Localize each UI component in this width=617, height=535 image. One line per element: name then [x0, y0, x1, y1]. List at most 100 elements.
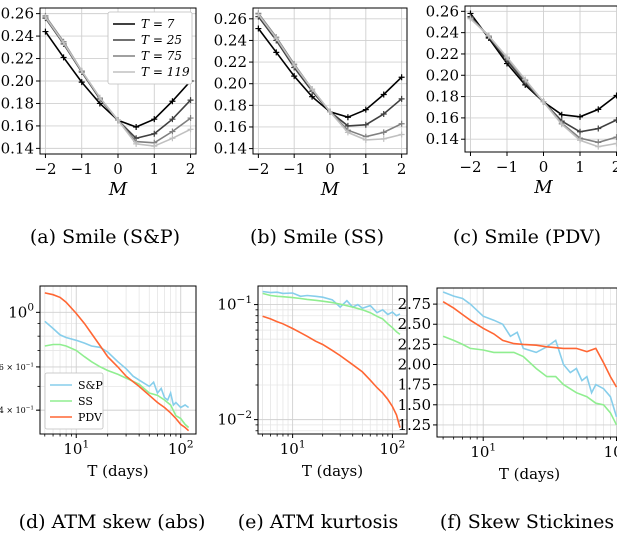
- y-tick-label: 0.20: [1, 72, 34, 90]
- data-point: [558, 111, 565, 118]
- data-point: [187, 115, 194, 122]
- data-point: [273, 49, 280, 56]
- data-point: [380, 91, 387, 98]
- series-line-1: [44, 343, 190, 429]
- data-point: [595, 106, 602, 113]
- data-point: [273, 35, 280, 42]
- data-point: [380, 135, 387, 142]
- plot-area: [442, 291, 617, 426]
- data-point: [78, 67, 85, 74]
- legend-box: [107, 11, 193, 85]
- legend-label: T = 75: [141, 49, 182, 63]
- y-tick-label: 1.75: [398, 376, 431, 394]
- y-tick-label: 0.20: [214, 75, 247, 93]
- data-point: [344, 129, 351, 136]
- data-point: [151, 143, 158, 150]
- chart-panel-c: −2 −1 0 1 2 0.14 0.16 0.18 0.20 0.22 0.24 0.26 M: [426, 2, 617, 198]
- legend-label: T = 119: [141, 65, 190, 79]
- axes-frame: [436, 287, 617, 438]
- legend-label: S&P: [78, 379, 103, 392]
- y-tick-label: 0.26: [214, 10, 247, 28]
- y-tick-label: 0.18: [214, 96, 247, 114]
- data-point: [362, 136, 369, 143]
- data-point: [169, 135, 176, 142]
- x-tick-label: 102: [380, 438, 406, 458]
- y-tick-label: 0.24: [214, 31, 247, 49]
- x-tick-label: 1: [150, 160, 160, 178]
- x-tick-label: 102: [604, 441, 617, 461]
- plot-area: [44, 292, 190, 432]
- data-point: [133, 124, 140, 131]
- y-tick-label: 0.24: [426, 24, 459, 42]
- data-point: [151, 116, 158, 123]
- chart-panel-e: 101 102 10−2 10−1 T (days): [217, 285, 408, 480]
- legend-label: T = 7: [141, 17, 175, 31]
- legend: S&P SS PDV: [44, 372, 104, 430]
- series-line-0: [262, 290, 401, 317]
- data-point: [255, 25, 262, 32]
- y-tick-label: 0.22: [214, 53, 247, 71]
- axes-frame: [252, 7, 408, 155]
- data-point: [595, 125, 602, 132]
- y-tick-label: 0.26: [426, 2, 459, 20]
- data-point: [151, 130, 158, 137]
- series-line-2: [262, 315, 401, 428]
- x-tick-label: 101: [63, 438, 89, 458]
- x-tick-label: −1: [283, 160, 305, 178]
- y-tick-label: 10−1: [217, 294, 252, 314]
- data-point: [291, 62, 298, 69]
- data-point: [398, 131, 405, 138]
- data-point: [522, 76, 529, 83]
- data-point: [327, 108, 333, 115]
- x-tick-label: 0: [325, 160, 335, 178]
- data-point: [398, 74, 405, 81]
- caption-a: (a) Smile (S&P): [30, 226, 180, 248]
- y-tick-label: 2.00: [398, 356, 431, 374]
- x-tick-label: 2: [612, 158, 617, 176]
- data-point: [169, 98, 176, 105]
- y-tick-label: 0.16: [214, 118, 247, 136]
- x-tick-label: 0: [539, 158, 549, 176]
- legend-label: T = 25: [141, 33, 182, 47]
- x-tick-label: −2: [459, 158, 481, 176]
- data-point: [60, 54, 67, 61]
- y-tick-label: 1.50: [398, 396, 431, 414]
- data-point: [42, 28, 49, 35]
- y-tick-label: 2.25: [398, 335, 431, 353]
- legend-label: PDV: [78, 411, 103, 424]
- legend: T = 7 T = 25 T = 75 T = 119: [107, 11, 193, 85]
- y-tick-label: 0.14: [1, 139, 34, 157]
- x-axis-label: M: [533, 177, 553, 198]
- data-point: [467, 15, 474, 22]
- data-point: [169, 116, 176, 123]
- data-point: [485, 32, 492, 39]
- y-tick-label: 0.24: [1, 27, 34, 45]
- plot-area: [467, 10, 617, 150]
- plot-area: [255, 10, 405, 143]
- data-point: [380, 110, 387, 117]
- y-tick-label: 0.14: [214, 140, 247, 158]
- x-tick-label: 0: [113, 160, 123, 178]
- data-point: [398, 95, 405, 102]
- data-point: [577, 113, 584, 120]
- x-tick-label: −1: [71, 160, 93, 178]
- x-tick-label: 2: [397, 160, 407, 178]
- data-point: [558, 121, 565, 128]
- legend-box: [44, 372, 104, 430]
- data-point: [255, 11, 262, 18]
- series-line-0: [442, 291, 617, 418]
- caption-b: (b) Smile (SS): [250, 226, 384, 248]
- x-tick-label: 101: [280, 438, 306, 458]
- series-line-2: [44, 292, 190, 432]
- data-point: [309, 93, 316, 100]
- axes-frame: [464, 5, 617, 153]
- legend-label: SS: [78, 395, 93, 408]
- x-axis-label: T (days): [87, 462, 148, 480]
- data-point: [362, 106, 369, 113]
- chart-panel-f: 101 102 1.25 1.50 1.75 2.00 2.25 2.50 2.75 T (day…: [398, 287, 617, 483]
- y-tick-label: 0.20: [426, 66, 459, 84]
- axes-frame: [39, 7, 197, 155]
- data-point: [291, 73, 298, 80]
- x-tick-label: 1: [361, 160, 371, 178]
